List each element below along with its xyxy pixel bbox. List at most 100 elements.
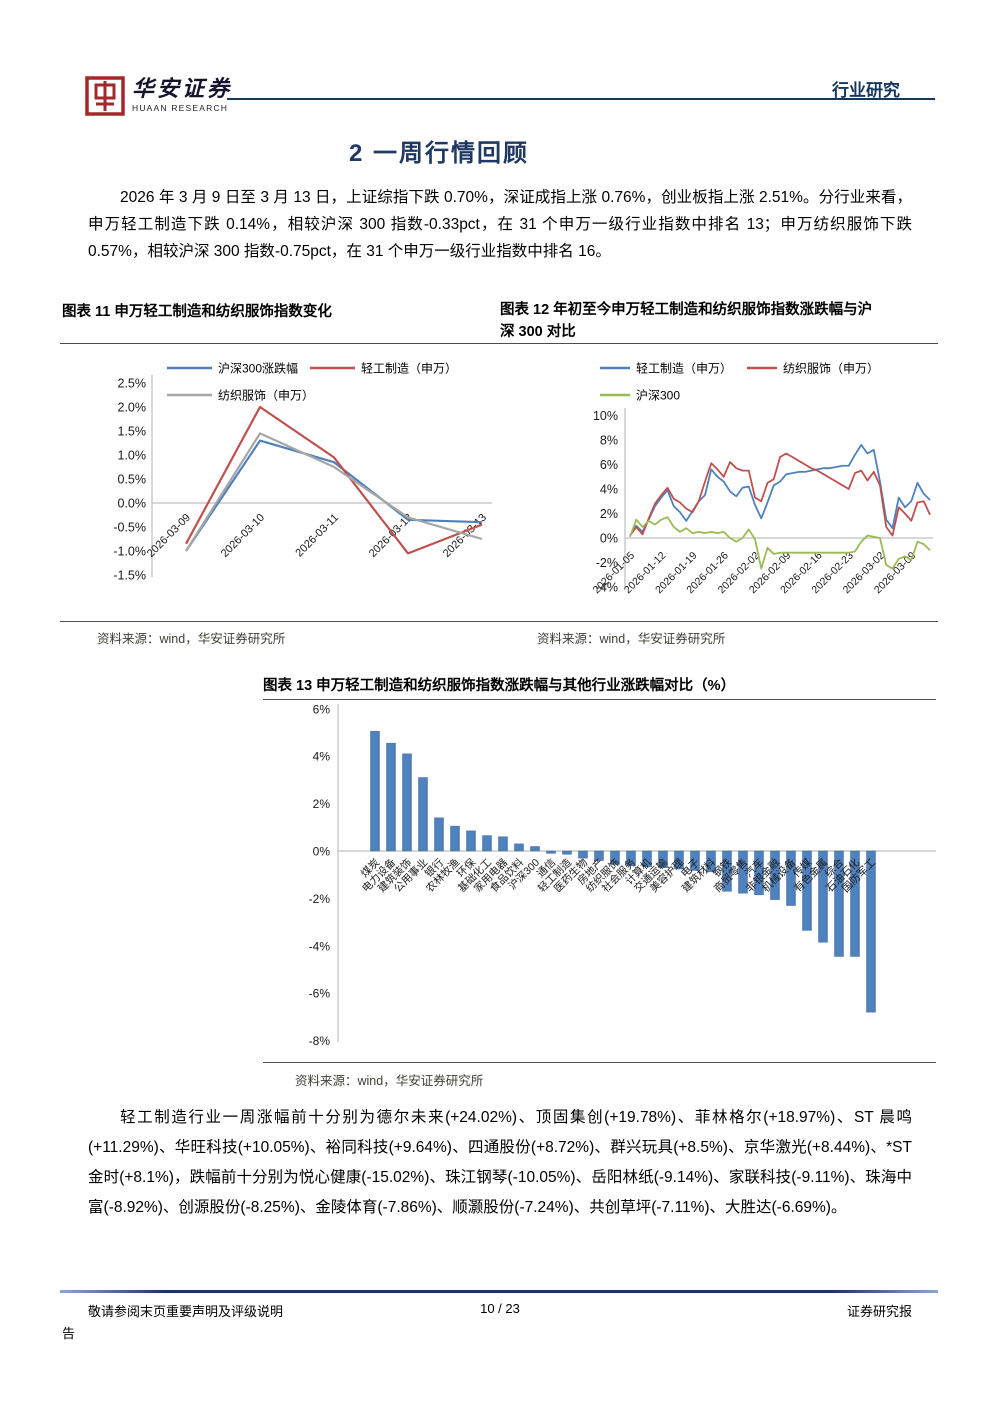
y-tick-label: 6% [600,458,618,472]
y-tick-label: 0.0% [118,497,147,511]
x-tick-label: 2026-03-10 [219,512,267,560]
bar [418,777,428,852]
y-tick-label: -6% [309,987,331,1001]
y-tick-label: -8% [309,1034,331,1048]
bar [722,850,732,892]
y-tick-label: -1.0% [113,545,146,559]
y-tick-label: -4% [309,939,331,953]
figure12-source: 资料来源：wind，华安证券研究所 [537,632,726,646]
bar [386,742,396,852]
bar [450,825,460,852]
doc-type-label: 行业研究 [832,81,900,100]
y-tick-label: 10% [593,409,618,423]
y-tick-label: 2% [313,797,331,811]
bar [402,753,412,852]
bar [578,850,588,859]
section-title: 2 一周行情回顾 [349,140,530,167]
bar [594,850,604,861]
y-tick-label: 0.5% [118,473,147,487]
y-tick-label: -1.5% [113,569,146,583]
figure13-bar-chart: 6%4%2%0%-2%-4%-6%-8%煤炭电力设备建筑装饰公用事业银行农林牧渔… [309,702,936,1048]
bar [626,850,636,866]
bar [482,835,492,852]
series-line [629,516,931,570]
x-tick-label: 2026-03-13 [441,512,489,560]
bar [818,850,828,943]
bar [642,850,652,867]
brand-name-cn: 华安证券 [132,76,233,101]
y-tick-label: 0% [600,532,618,546]
bar [802,850,812,931]
y-tick-label: 6% [313,702,331,716]
figure13-title: 图表 13 申万轻工制造和纺织服饰指数涨跌幅与其他行业涨跌幅对比（%） [263,678,736,694]
series-line [185,439,483,552]
bar [658,850,668,868]
bar [754,850,764,896]
legend-label: 轻工制造（申万） [636,362,732,376]
y-tick-label: 8% [600,434,618,448]
y-tick-label: -4% [596,581,618,595]
figure11-source: 资料来源：wind，华安证券研究所 [97,632,286,646]
legend-label: 纺织服饰（申万） [218,389,314,403]
y-tick-label: 4% [600,483,618,497]
series-line [185,405,483,555]
bar [786,850,796,906]
x-tick-label: 2026-03-11 [293,512,341,560]
bar [514,843,524,852]
paragraph-top-movers: 轻工制造行业一周涨幅前十分别为德尔未来(+24.02%)、顶固集创(+19.78… [88,1109,912,1216]
brand-name-en: HUAAN RESEARCH [132,103,229,113]
y-tick-label: -0.5% [113,521,146,535]
y-tick-label: 1.0% [118,449,147,463]
footer-report-type: 证券研究报 [846,1304,912,1319]
legend-label: 轻工制造（申万） [361,362,457,376]
y-tick-label: 4% [313,750,331,764]
figure12-line-chart: 10%8%6%4%2%0%-2%-4%2026-01-052026-01-122… [591,362,933,596]
bar [866,850,876,1013]
bar [674,850,684,870]
figure-top-rule [60,343,938,344]
bar [370,731,380,852]
figure-bottom-rule [60,621,938,622]
bar [562,850,572,855]
bar [834,850,844,957]
series-line [185,432,483,552]
legend-label: 沪深300 [636,389,680,403]
bar [770,850,780,900]
bar [850,850,860,957]
bar [498,836,508,852]
bar [610,850,620,865]
footer-report-type-wrap: 告 [62,1326,76,1341]
bar [546,850,556,854]
y-tick-label: 2% [600,507,618,521]
y-tick-label: 2.5% [118,377,147,391]
y-tick-label: -2% [596,556,618,570]
series-line [629,444,931,537]
figure11-line-chart: 2.5% 2.0% 1.5% 1.0% 0.5% 0.0% -0.5% -1.0% -1.5% 2… [113,361,492,583]
bar [690,850,700,871]
y-tick-label: 1.5% [118,425,147,439]
y-tick-label: 0% [313,845,331,859]
huaan-seal-icon [85,76,125,116]
legend-label: 沪深300涨跌幅 [218,361,298,376]
footer-page-number: 10 / 23 [480,1301,520,1316]
bar [530,846,540,852]
paragraph-week-review: 2026 年 3 月 9 日至 3 月 13 日，上证综指下跌 0.70%，深证… [88,189,912,260]
brand-block: 华安证券 HUAAN RESEARCH [132,76,233,114]
y-tick-label: -2% [309,892,331,906]
header-rule [227,98,935,100]
footer-rule [60,1290,938,1293]
figure12-title: 图表 12 年初至今申万轻工制造和纺织服饰指数涨跌幅与沪深 300 对比 [500,302,873,340]
bar [466,830,476,852]
bar [738,850,748,894]
figure13-source: 资料来源：wind，华安证券研究所 [295,1074,484,1088]
bar [434,817,444,852]
series-line [629,452,931,537]
y-tick-label: 2.0% [118,401,147,415]
figure11-title: 图表 11 申万轻工制造和纺织服饰指数变化 [62,304,332,320]
figure13-top-rule [263,699,936,700]
bar [706,850,716,873]
footer-disclaimer: 敬请参阅末页重要声明及评级说明 [88,1304,284,1319]
legend-label: 纺织服饰（申万） [783,362,879,376]
figure13-bottom-rule [263,1062,936,1063]
